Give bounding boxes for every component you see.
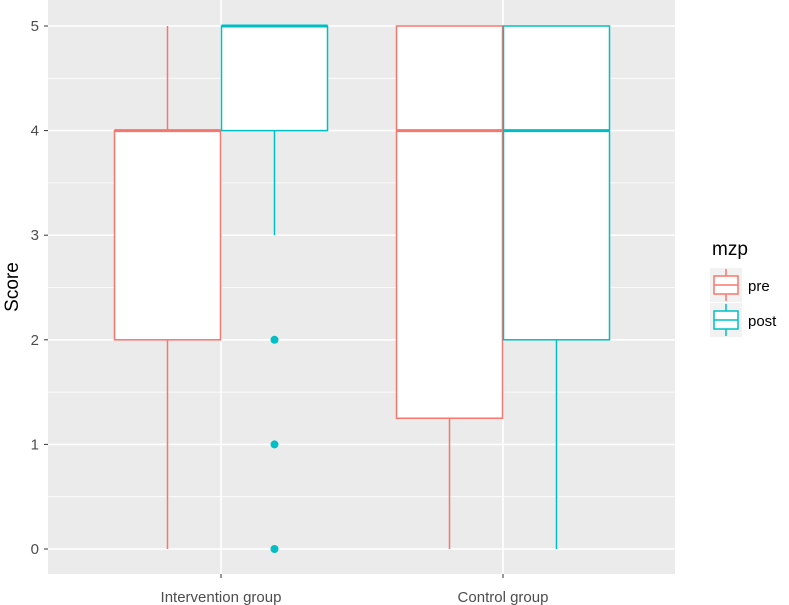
box-body <box>395 25 504 419</box>
x-tick-label: Intervention group <box>161 589 282 605</box>
outlier-point <box>270 335 279 344</box>
box-body <box>220 25 329 132</box>
box-pre-1 <box>395 25 504 549</box>
legend-label: pre <box>748 278 770 295</box>
box-body <box>113 129 222 341</box>
box-post-1 <box>502 25 611 549</box>
outlier-point <box>270 440 279 449</box>
y-axis-title: Score <box>2 262 23 312</box>
x-tick-label: Control group <box>458 589 549 605</box>
y-tick-label: 1 <box>31 436 39 453</box>
outlier-point <box>270 545 279 553</box>
y-tick-label: 2 <box>31 332 39 349</box>
axis-layer: 0 1 2 3 4 5 Intervention group Control group <box>31 18 549 605</box>
y-tick-label: 5 <box>31 18 39 35</box>
y-tick-label: 0 <box>31 541 39 558</box>
y-tick-label: 3 <box>31 227 39 244</box>
legend: mzp pre post <box>710 239 777 337</box>
box-post-0 <box>220 24 329 553</box>
legend-label: post <box>748 313 777 330</box>
box-body <box>502 25 611 341</box>
legend-item-post: post <box>710 303 777 337</box>
box-layer <box>113 24 611 553</box>
legend-title: mzp <box>712 239 748 260</box>
y-tick-label: 4 <box>31 123 39 140</box>
box-pre-0 <box>113 26 222 549</box>
legend-item-pre: pre <box>710 268 770 302</box>
